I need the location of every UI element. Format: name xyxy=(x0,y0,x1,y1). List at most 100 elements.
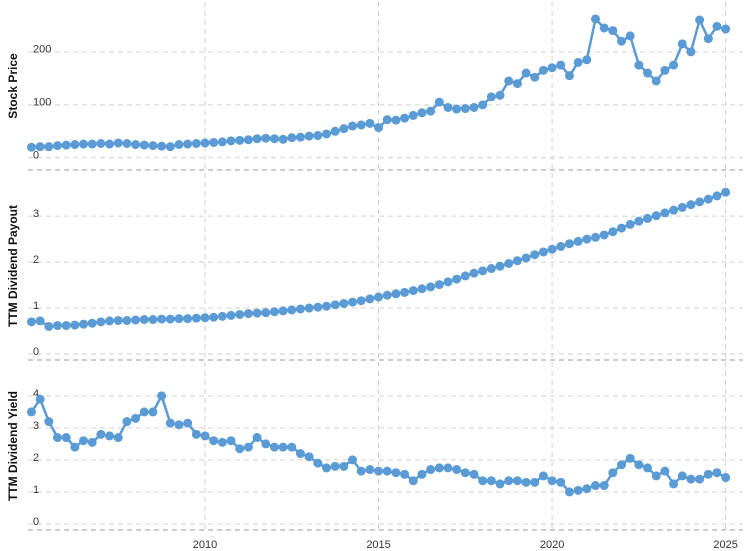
data-point xyxy=(695,197,705,207)
data-point xyxy=(148,407,158,417)
data-point xyxy=(573,485,583,495)
data-point xyxy=(96,139,106,149)
data-point xyxy=(261,133,271,143)
data-point xyxy=(469,469,479,479)
data-point xyxy=(617,36,627,46)
data-point xyxy=(478,266,488,276)
data-point xyxy=(330,300,340,310)
y-tick-label: 3 xyxy=(33,420,39,432)
data-point xyxy=(304,452,314,462)
data-point xyxy=(417,469,427,479)
data-point xyxy=(677,39,687,49)
data-point xyxy=(252,134,262,144)
data-point xyxy=(599,481,609,491)
y-tick-label: 3 xyxy=(33,208,39,220)
data-point xyxy=(70,320,80,330)
data-point xyxy=(538,471,548,481)
data-point xyxy=(295,449,305,459)
data-point xyxy=(452,465,462,475)
data-point xyxy=(660,466,670,476)
data-point xyxy=(191,313,201,323)
data-point xyxy=(530,477,540,487)
data-point xyxy=(660,65,670,75)
x-tick-label: 2020 xyxy=(540,539,564,551)
data-point xyxy=(35,142,45,152)
data-point xyxy=(625,219,635,229)
data-point xyxy=(608,26,618,36)
data-point xyxy=(651,211,661,221)
data-point xyxy=(235,309,245,319)
data-point xyxy=(408,286,418,296)
data-point xyxy=(235,444,245,454)
data-point xyxy=(495,90,505,100)
data-point xyxy=(686,200,696,210)
data-point xyxy=(365,118,375,128)
data-point xyxy=(113,315,123,325)
data-point xyxy=(625,31,635,41)
data-point xyxy=(356,466,366,476)
data-point xyxy=(321,301,331,311)
data-point xyxy=(209,312,219,322)
data-point xyxy=(434,97,444,107)
data-point xyxy=(703,194,713,204)
data-point xyxy=(122,139,132,149)
data-point xyxy=(400,113,410,123)
data-point xyxy=(339,124,349,134)
data-point xyxy=(261,439,271,449)
data-point xyxy=(252,433,262,443)
data-point xyxy=(521,68,531,78)
data-point xyxy=(443,102,453,112)
data-point xyxy=(564,487,574,497)
data-point xyxy=(573,236,583,246)
data-point xyxy=(321,463,331,473)
data-point xyxy=(131,315,141,325)
x-tick-label: 2010 xyxy=(193,539,217,551)
data-point xyxy=(61,140,71,150)
data-point xyxy=(269,134,279,144)
data-point xyxy=(44,417,54,427)
data-point xyxy=(703,469,713,479)
data-point xyxy=(564,71,574,81)
data-point xyxy=(157,141,167,151)
data-point xyxy=(452,104,462,114)
data-point xyxy=(721,24,731,34)
data-point xyxy=(356,296,366,306)
data-point xyxy=(400,287,410,297)
y-tick-label: 2 xyxy=(33,452,39,464)
data-point xyxy=(460,271,470,281)
data-point xyxy=(634,216,644,226)
data-point xyxy=(504,258,514,268)
data-point xyxy=(79,139,89,149)
data-point xyxy=(44,321,54,331)
data-point xyxy=(521,253,531,263)
data-point xyxy=(174,140,184,150)
data-point xyxy=(96,317,106,327)
data-point xyxy=(295,304,305,314)
data-point xyxy=(703,34,713,44)
data-point xyxy=(348,297,358,307)
data-point xyxy=(426,106,436,116)
data-point xyxy=(669,205,679,215)
data-point xyxy=(348,455,358,465)
data-point xyxy=(26,142,36,152)
y-tick-label: 200 xyxy=(33,44,51,56)
data-point xyxy=(374,123,384,133)
data-point xyxy=(712,191,722,201)
data-point xyxy=(547,63,557,73)
data-point xyxy=(53,321,63,331)
data-point xyxy=(478,476,488,486)
data-point xyxy=(165,142,175,152)
data-point xyxy=(426,465,436,475)
data-point xyxy=(530,72,540,82)
data-point xyxy=(590,14,600,24)
y-tick-label: 2 xyxy=(33,254,39,266)
data-point xyxy=(712,21,722,31)
data-point xyxy=(217,137,227,147)
data-point xyxy=(278,134,288,144)
data-point xyxy=(87,318,97,328)
data-point xyxy=(582,234,592,244)
data-point xyxy=(157,314,167,324)
y-axis-label: TTM Dividend Payout xyxy=(6,205,20,327)
y-axis-label: Stock Price xyxy=(6,53,20,119)
data-point xyxy=(165,314,175,324)
